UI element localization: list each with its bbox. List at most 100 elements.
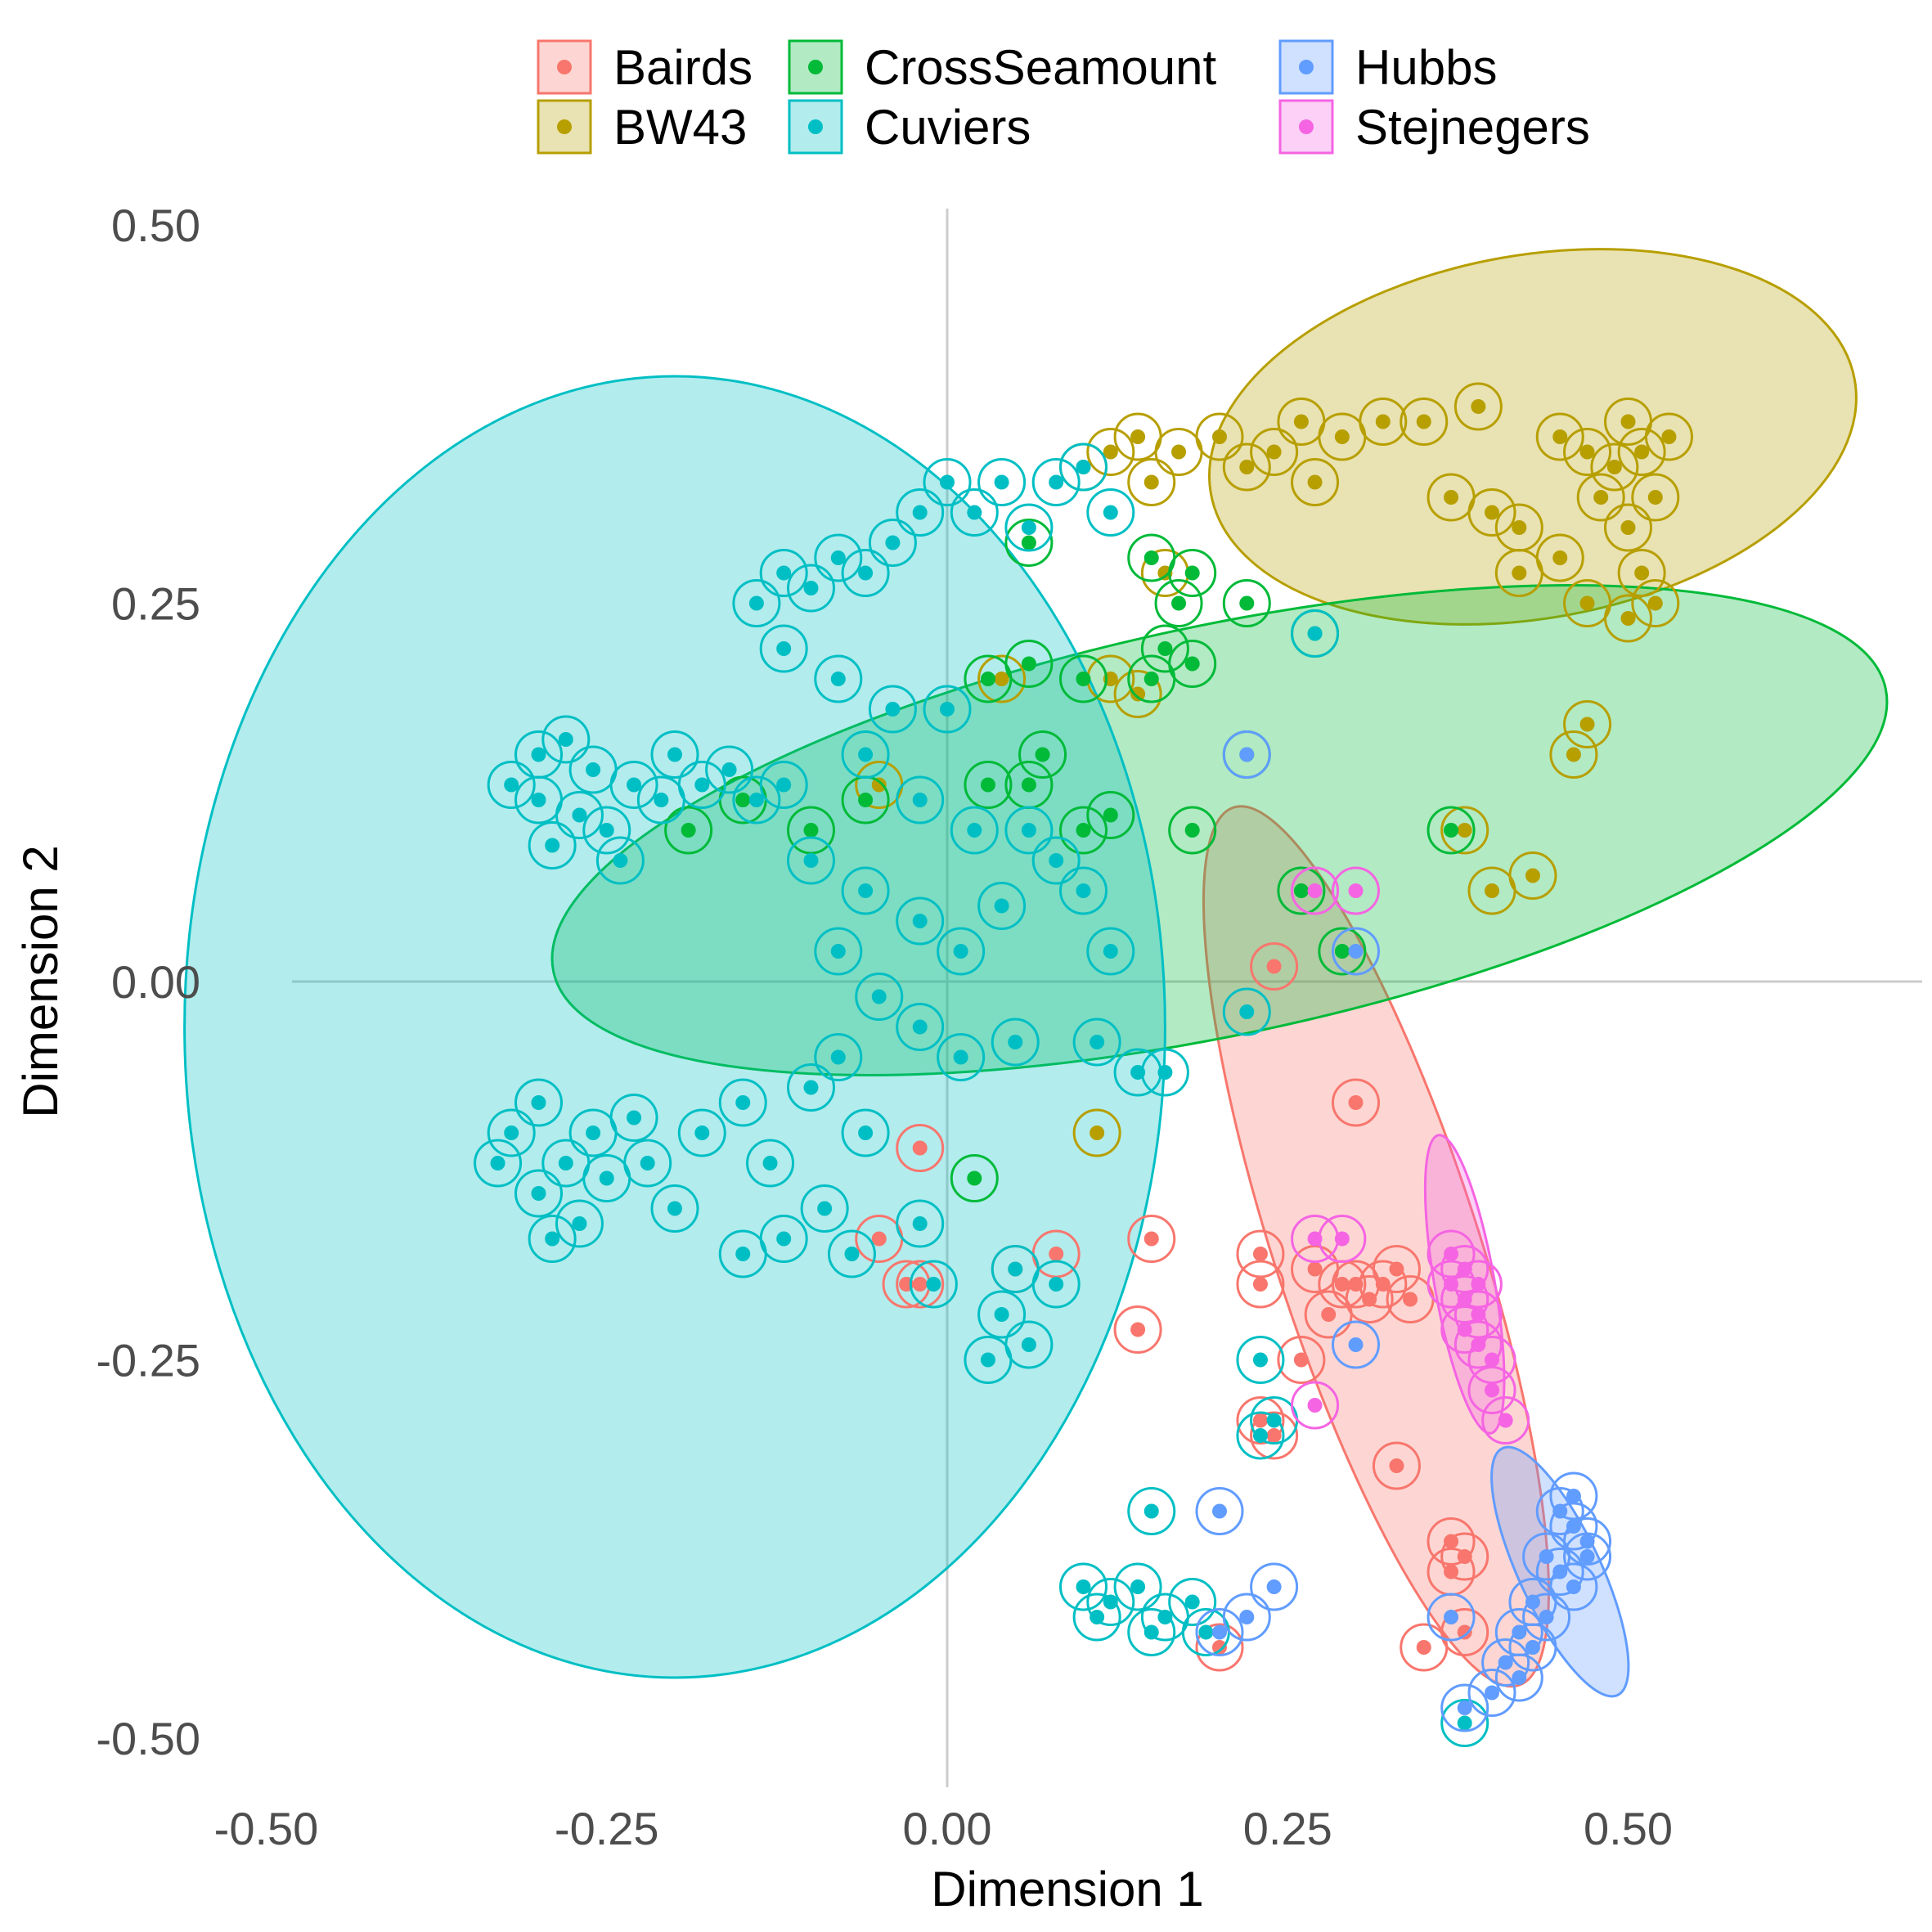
point-cuviers xyxy=(858,883,874,898)
point-crossseamount xyxy=(1293,883,1309,898)
point-stejnegers xyxy=(1485,1382,1499,1398)
point-bairds xyxy=(1457,1549,1472,1564)
point-cuviers xyxy=(830,550,846,565)
point-crossseamount xyxy=(1035,747,1050,762)
point-cuviers xyxy=(912,1019,928,1035)
point-ring-bw43 xyxy=(1400,398,1449,446)
point-ring-cuviers xyxy=(923,685,972,734)
point-ring-bw43 xyxy=(1563,428,1612,476)
point-ring-cuviers xyxy=(1440,1699,1489,1747)
point-ring-crossseamount xyxy=(964,654,1013,703)
zero-lines xyxy=(292,209,1922,1787)
point-ring-cuviers xyxy=(759,624,808,673)
point-ring-bw43 xyxy=(1617,549,1666,597)
point-bairds xyxy=(1362,1292,1377,1307)
point-ring-cuviers xyxy=(1140,1048,1189,1097)
point-cuviers xyxy=(1076,883,1091,898)
point-ring-bw43 xyxy=(1590,443,1639,492)
point-cuviers xyxy=(762,1156,778,1170)
point-ring-stejnegers xyxy=(1481,1396,1530,1445)
point-cuviers xyxy=(1239,1004,1255,1019)
legend-label-bw43: BW43 xyxy=(613,100,747,155)
point-bairds xyxy=(912,1140,928,1156)
point-cuviers xyxy=(994,1307,1009,1322)
point-cuviers xyxy=(1008,1261,1023,1277)
point-stejnegers xyxy=(1498,1413,1513,1428)
point-ring-bw43 xyxy=(1604,503,1652,552)
point-crossseamount xyxy=(1143,672,1159,686)
point-cuviers xyxy=(694,1126,710,1140)
point-crossseamount xyxy=(1021,656,1036,672)
point-ring-bairds xyxy=(1440,1608,1489,1656)
point-cuviers xyxy=(912,914,928,928)
point-ring-bairds xyxy=(1127,1215,1176,1263)
point-ring-cuviers xyxy=(718,1229,767,1278)
point-ring-crossseamount xyxy=(1059,654,1108,703)
point-bw43 xyxy=(1512,520,1527,535)
point-ring-cuviers xyxy=(1031,836,1081,885)
point-ring-hubbs xyxy=(1535,1487,1584,1535)
point-cuviers xyxy=(1198,1624,1214,1640)
point-cuviers xyxy=(858,565,874,581)
point-hubbs xyxy=(1539,1549,1554,1564)
point-ring-cuviers xyxy=(1072,1018,1121,1067)
point-cuviers xyxy=(1076,1579,1091,1594)
point-bairds xyxy=(1143,1231,1159,1247)
point-bw43 xyxy=(1606,460,1622,474)
point-hubbs xyxy=(1498,1655,1513,1670)
point-crossseamount xyxy=(1239,595,1255,611)
ellipses-layer xyxy=(183,248,1889,1698)
point-ring-bw43 xyxy=(1222,443,1271,492)
point-ring-bw43 xyxy=(1195,412,1244,461)
point-bw43 xyxy=(1239,460,1255,474)
point-cuviers xyxy=(926,1277,941,1292)
point-bw43 xyxy=(1266,444,1282,460)
point-ring-bw43 xyxy=(1576,473,1625,522)
point-hubbs xyxy=(1266,1579,1282,1594)
point-hubbs xyxy=(1457,1701,1472,1715)
point-ring-cuviers xyxy=(623,1139,672,1188)
point-cuviers xyxy=(640,1156,655,1170)
point-ring-cuviers xyxy=(1086,1578,1135,1626)
point-bairds xyxy=(1444,1534,1459,1549)
point-ring-cuviers xyxy=(732,775,781,824)
point-bw43 xyxy=(1634,565,1650,581)
point-bairds xyxy=(1444,1564,1459,1579)
point-bw43 xyxy=(1090,1126,1105,1140)
legend-dot-crossseamount xyxy=(808,60,823,74)
point-stejnegers xyxy=(1444,1277,1459,1292)
legend-dot-stejnegers xyxy=(1299,119,1314,134)
point-cuviers xyxy=(1049,474,1064,490)
point-stejnegers xyxy=(1457,1292,1472,1307)
point-cuviers xyxy=(627,1110,642,1126)
point-crossseamount xyxy=(1076,672,1091,686)
point-cuviers xyxy=(1021,1337,1036,1352)
point-crossseamount xyxy=(1444,823,1459,838)
point-cuviers xyxy=(776,777,792,793)
point-hubbs xyxy=(1239,1610,1255,1624)
point-cuviers xyxy=(994,474,1009,490)
point-cuviers xyxy=(776,565,792,581)
point-ring-cuviers xyxy=(759,549,808,597)
point-hubbs xyxy=(1525,1640,1540,1655)
point-cuviers xyxy=(830,1049,846,1065)
point-hubbs xyxy=(1539,1610,1554,1624)
point-ring-cuviers xyxy=(841,866,890,915)
x-axis-ticks: -0.50 -0.25 0.00 0.25 0.50 xyxy=(214,1803,1673,1854)
point-cuviers xyxy=(1103,944,1118,959)
point-hubbs xyxy=(1552,1564,1568,1579)
legend-label-cuviers: Cuviers xyxy=(865,100,1031,155)
point-ring-hubbs xyxy=(1195,1487,1244,1535)
point-ring-bairds xyxy=(1277,1336,1326,1384)
point-cuviers xyxy=(844,1247,860,1261)
point-bairds xyxy=(1049,1247,1064,1261)
point-bw43 xyxy=(1647,595,1663,611)
point-ring-bw43 xyxy=(1644,412,1693,461)
point-ring-cuviers xyxy=(650,730,699,779)
point-bw43 xyxy=(1593,490,1609,505)
point-ring-cuviers xyxy=(977,458,1027,506)
point-ring-cuviers xyxy=(896,1003,945,1051)
point-crossseamount xyxy=(1143,550,1159,565)
point-ring-cuviers xyxy=(1059,443,1108,492)
point-ring-cuviers xyxy=(1222,987,1271,1036)
